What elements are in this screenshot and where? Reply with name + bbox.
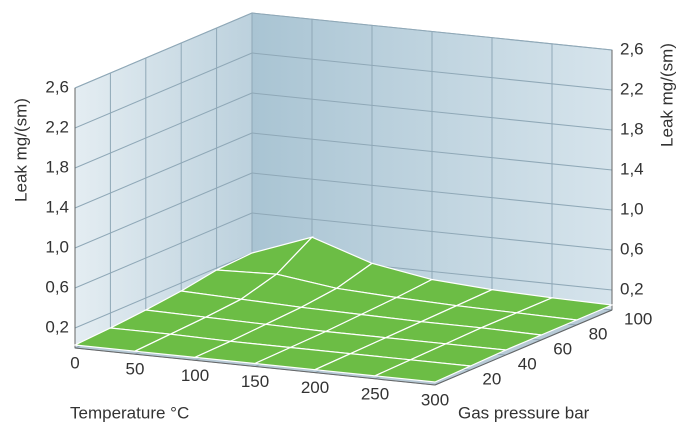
z-tick-label-right: 0,6 (620, 239, 644, 258)
grid-line (74, 52, 253, 129)
z-tick-label: 1,0 (45, 237, 69, 256)
x-tick-label: 150 (241, 372, 269, 391)
x-tick-label: 0 (70, 353, 79, 372)
z-tick-label-right: 2,2 (620, 79, 644, 98)
z-tick-label: 2,2 (45, 117, 69, 136)
z-tick-label: 0,2 (45, 317, 69, 336)
x-tick-label: 200 (301, 378, 329, 397)
y-axis-title: Gas pressure bar (458, 403, 590, 422)
z-tick-label-right: 0,2 (620, 279, 644, 298)
z-tick-label-right: 1,4 (620, 159, 644, 178)
grid-line (74, 12, 253, 89)
z-tick-label: 1,8 (45, 157, 69, 176)
z-axis-title-right: Leak mg/(sm) (657, 43, 676, 147)
axis-line (434, 309, 613, 386)
z-tick-label-right: 1,0 (620, 199, 644, 218)
y-tick-label: 40 (518, 354, 537, 373)
grid-line (74, 212, 253, 289)
y-tick-label: 100 (624, 309, 652, 328)
x-tick-label: 250 (361, 384, 389, 403)
grid-line (74, 132, 253, 209)
y-tick-label: 80 (589, 324, 608, 343)
z-axis-title: Leak mg/(sm) (11, 98, 30, 202)
z-tick-label: 2,6 (45, 77, 69, 96)
z-tick-label: 0,6 (45, 277, 69, 296)
y-tick-label: 60 (553, 339, 572, 358)
grid-line (74, 172, 253, 249)
x-tick-label: 300 (421, 390, 449, 409)
z-tick-label-right: 2,6 (620, 39, 644, 58)
grid-line (74, 92, 253, 169)
axis-line (74, 347, 436, 386)
x-tick-label: 50 (126, 360, 145, 379)
grid-line (74, 252, 253, 329)
z-tick-label: 1,4 (45, 197, 69, 216)
surface-patch (372, 359, 473, 383)
x-axis-title: Temperature °C (70, 403, 189, 422)
x-tick-label: 100 (181, 366, 209, 385)
z-tick-label-right: 1,8 (620, 119, 644, 138)
y-tick-label: 20 (482, 369, 501, 388)
